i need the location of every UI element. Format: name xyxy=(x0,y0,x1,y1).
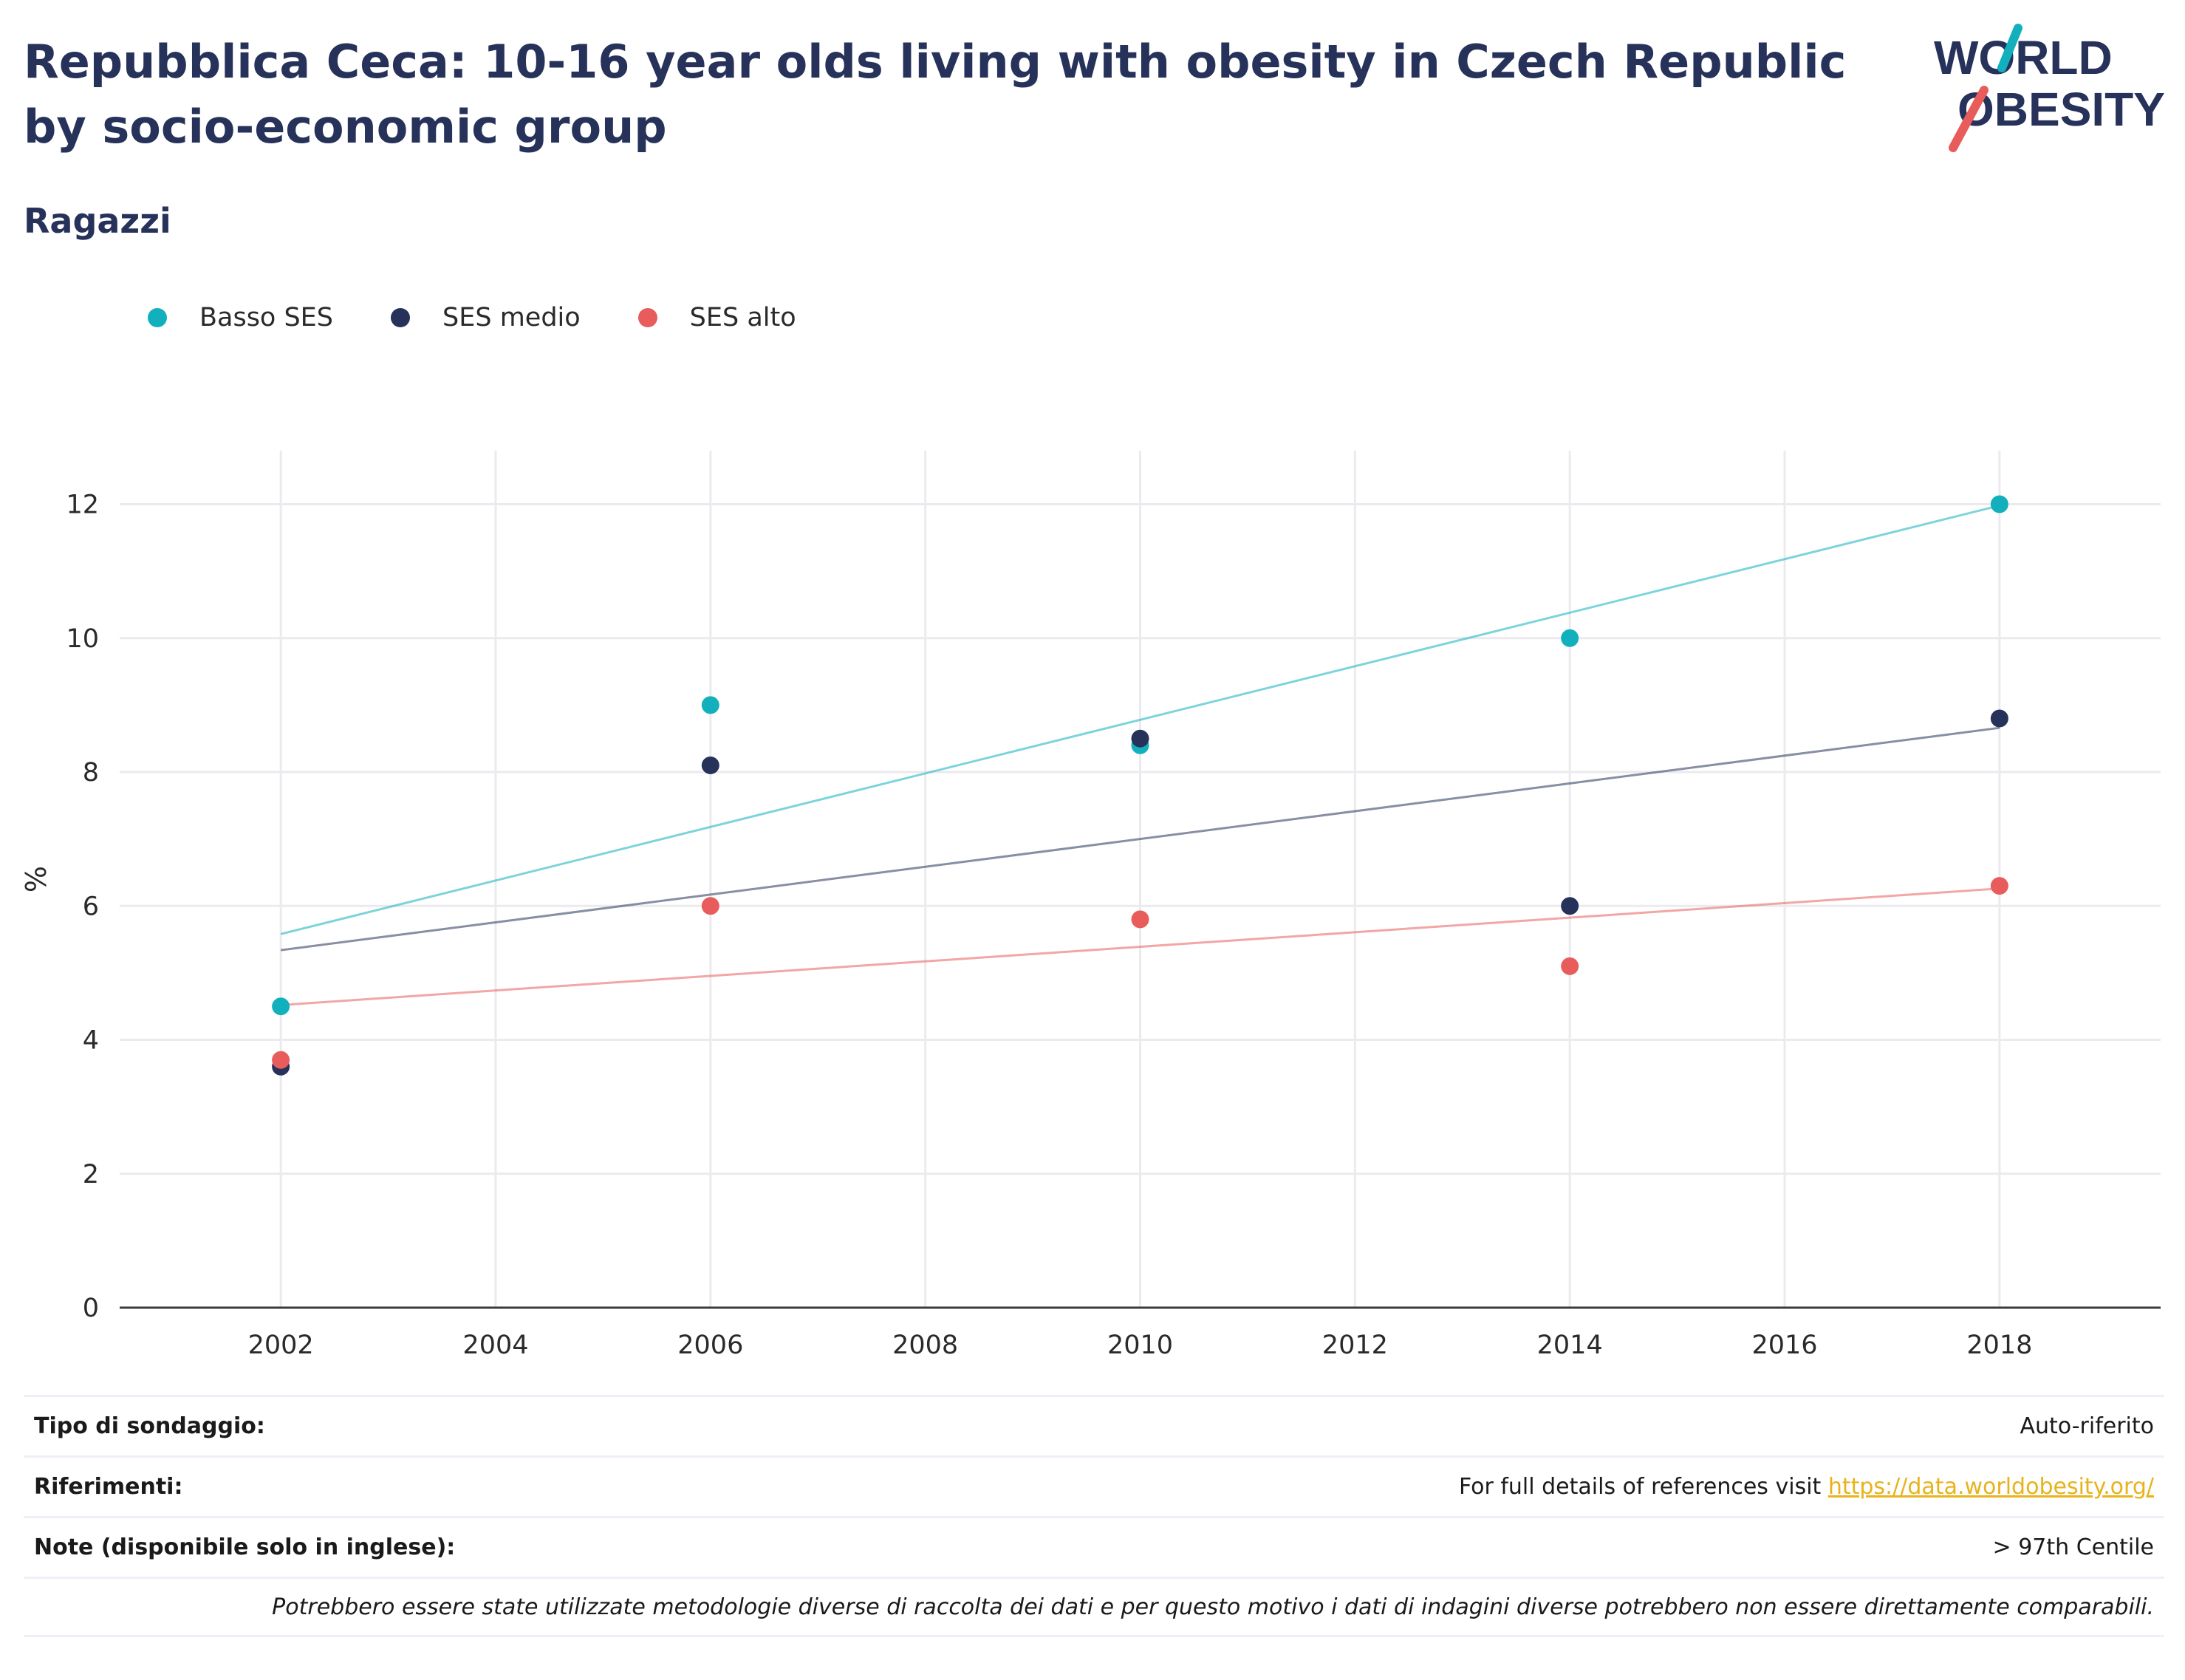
legend-label-alto: SES alto xyxy=(689,303,796,332)
logo-word-world: WORLD xyxy=(1934,31,2113,84)
x-tick-label: 2002 xyxy=(248,1331,314,1360)
y-tick-label: 8 xyxy=(83,758,99,788)
x-tick-label: 2016 xyxy=(1751,1331,1817,1360)
logo-slash-teal xyxy=(1997,24,2022,72)
y-tick-label: 12 xyxy=(66,491,99,520)
chart-subtitle: Ragazzi xyxy=(24,201,171,241)
references-text: For full details of references visit xyxy=(1458,1474,1822,1500)
trend-line-series-1 xyxy=(280,726,2000,952)
legend-marker-basso xyxy=(148,308,167,327)
data-point-series-0 xyxy=(1990,495,2008,513)
footer-row-notes: Note (disponibile solo in inglese): > 97… xyxy=(24,1516,2164,1577)
footer-row-survey: Tipo di sondaggio: Auto-riferito xyxy=(24,1395,2164,1455)
data-point-series-2 xyxy=(1131,910,1149,929)
data-point-series-0 xyxy=(701,696,719,714)
logo-slash-red xyxy=(1949,86,1989,152)
legend-marker-medio xyxy=(391,308,411,327)
y-tick-label: 10 xyxy=(66,624,99,654)
references-link[interactable]: https://data.worldobesity.org/ xyxy=(1827,1474,2154,1500)
references-value: For full details of references visit htt… xyxy=(1459,1474,2154,1500)
legend-label-medio: SES medio xyxy=(442,303,581,332)
legend-item-medio[interactable]: SES medio xyxy=(391,303,581,332)
y-tick-label: 4 xyxy=(83,1026,99,1056)
data-point-series-1 xyxy=(701,756,719,774)
data-point-series-2 xyxy=(272,1051,290,1069)
y-axis-label: % xyxy=(20,866,52,892)
world-obesity-logo: WORLD OBESITY xyxy=(1934,24,2165,152)
data-point-series-0 xyxy=(1561,629,1579,647)
x-tick-label: 2012 xyxy=(1322,1331,1388,1360)
data-point-series-1 xyxy=(1990,709,2008,728)
trend-line-series-0 xyxy=(280,504,2000,935)
data-point-series-0 xyxy=(272,997,290,1016)
x-tick-label: 2010 xyxy=(1107,1331,1173,1360)
logo-word-obesity: OBESITY xyxy=(1957,83,2165,136)
data-point-series-2 xyxy=(1561,957,1579,975)
footer-row-references: Riferimenti: For full details of referen… xyxy=(24,1455,2164,1516)
footer-row-disclaimer: Potrebbero essere state utilizzate metod… xyxy=(24,1577,2164,1637)
survey-type-value: Auto-riferito xyxy=(2020,1413,2154,1439)
notes-value: > 97th Centile xyxy=(1992,1534,2154,1560)
legend: Basso SES SES medio SES alto xyxy=(148,296,854,340)
legend-item-basso[interactable]: Basso SES xyxy=(148,303,333,332)
x-tick-label: 2018 xyxy=(1966,1331,2032,1360)
y-tick-label: 2 xyxy=(83,1160,99,1189)
scatter-chart: 2002 2004 2006 2008 2010 2012 2014 2016 2018 0 2 4 6… xyxy=(20,451,2161,1360)
x-tick-label: 2006 xyxy=(677,1331,743,1360)
x-tick-label: 2008 xyxy=(892,1331,958,1360)
footer-table: Tipo di sondaggio: Auto-riferito Riferim… xyxy=(24,1395,2164,1637)
legend-label-basso: Basso SES xyxy=(199,303,334,332)
notes-label: Note (disponibile solo in inglese): xyxy=(34,1534,456,1560)
chart-title: Repubblica Ceca: 10-16 year olds living … xyxy=(24,35,1847,154)
disclaimer-text: Potrebbero essere state utilizzate metod… xyxy=(272,1594,2154,1620)
x-tick-label: 2004 xyxy=(462,1331,528,1360)
y-tick-label: 0 xyxy=(83,1294,99,1323)
survey-type-label: Tipo di sondaggio: xyxy=(34,1413,265,1439)
y-tick-label: 6 xyxy=(83,892,99,921)
data-point-series-1 xyxy=(1561,897,1579,915)
data-point-series-2 xyxy=(701,897,719,915)
trend-line-series-2 xyxy=(281,887,2000,1006)
references-label: Riferimenti: xyxy=(34,1474,183,1500)
legend-item-alto[interactable]: SES alto xyxy=(637,303,796,332)
data-point-series-1 xyxy=(1131,729,1149,748)
data-point-series-2 xyxy=(1990,877,2008,895)
x-tick-label: 2014 xyxy=(1537,1331,1603,1360)
legend-marker-alto xyxy=(637,308,657,327)
